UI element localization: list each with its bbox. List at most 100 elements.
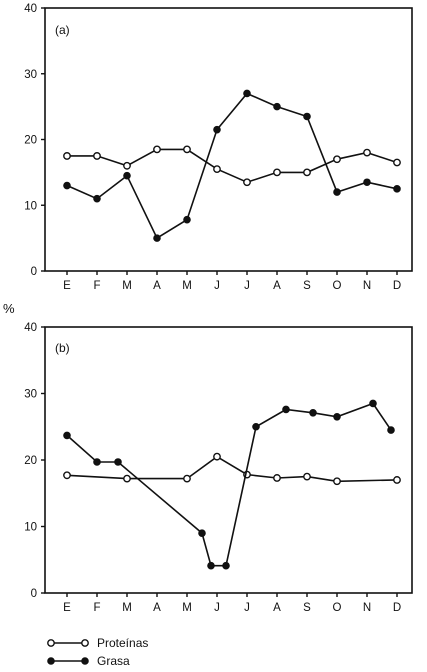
data-point-grasa bbox=[369, 399, 377, 408]
data-point-proteinas bbox=[153, 145, 161, 154]
data-point-grasa bbox=[333, 412, 341, 421]
legend-label-proteinas: Proteínas bbox=[97, 636, 148, 650]
data-point-proteinas bbox=[123, 161, 131, 170]
legend-item-proteinas: Proteínas bbox=[47, 636, 148, 650]
data-point-grasa bbox=[63, 431, 71, 440]
y-tick-label: 20 bbox=[24, 135, 37, 147]
data-point-grasa bbox=[213, 125, 221, 134]
x-tick-label: E bbox=[63, 602, 71, 614]
data-point-grasa bbox=[273, 102, 281, 111]
panel-b-label: (b) bbox=[55, 341, 70, 355]
x-tick-label: F bbox=[93, 602, 100, 614]
x-tick-label: A bbox=[153, 602, 161, 614]
panel-b-marks bbox=[63, 399, 401, 570]
x-tick-label: J bbox=[244, 280, 250, 292]
data-point-grasa bbox=[93, 194, 101, 203]
data-point-proteinas bbox=[243, 178, 251, 187]
x-tick-label: D bbox=[393, 602, 401, 614]
data-point-grasa bbox=[333, 188, 341, 196]
data-point-grasa bbox=[93, 458, 101, 466]
x-tick-label: A bbox=[153, 280, 161, 292]
data-point-grasa bbox=[303, 112, 311, 121]
data-point-proteinas bbox=[183, 474, 191, 483]
y-tick-label: 40 bbox=[24, 3, 37, 15]
data-point-proteinas bbox=[183, 145, 191, 154]
x-tick-label: M bbox=[182, 602, 192, 614]
x-tick-label: S bbox=[303, 602, 311, 614]
data-point-proteinas bbox=[393, 158, 401, 167]
data-point-grasa bbox=[198, 529, 206, 537]
y-tick-label: 0 bbox=[31, 266, 37, 278]
legend-marker-open-circle bbox=[81, 639, 89, 647]
data-point-proteinas bbox=[273, 474, 281, 482]
legend-marker-open-circle bbox=[47, 639, 55, 647]
y-tick-label: 0 bbox=[31, 588, 37, 600]
chart-panel-b: (b) 0 10 20 30 40 E F M A M J J A S O N D bbox=[24, 322, 413, 614]
legend-marker-filled-circle bbox=[81, 657, 89, 665]
x-tick-label: M bbox=[182, 280, 192, 292]
data-point-grasa bbox=[114, 458, 122, 466]
panel-a-marks bbox=[63, 89, 401, 242]
x-tick-label: M bbox=[122, 602, 132, 614]
panel-a-ticks: 0 10 20 30 40 E F M A M J J A S O N D bbox=[24, 3, 401, 292]
x-tick-label: J bbox=[244, 602, 250, 614]
panel-a-label: (a) bbox=[55, 23, 70, 37]
data-point-grasa bbox=[282, 405, 290, 414]
data-point-proteinas bbox=[213, 165, 221, 173]
chart-panel-a: (a) 0 10 20 30 40 E F M A M J J A S O N D bbox=[24, 3, 413, 292]
y-tick-label: 10 bbox=[24, 522, 37, 534]
data-point-grasa bbox=[123, 171, 131, 180]
data-point-proteinas bbox=[93, 152, 101, 160]
data-point-grasa bbox=[252, 422, 260, 431]
data-point-grasa bbox=[309, 408, 317, 417]
data-point-grasa bbox=[222, 561, 230, 570]
legend-label-grasa: Grasa bbox=[97, 654, 130, 668]
legend-item-grasa: Grasa bbox=[47, 654, 130, 668]
data-point-grasa bbox=[243, 89, 251, 98]
data-point-proteinas bbox=[123, 474, 131, 483]
data-point-proteinas bbox=[303, 472, 311, 481]
x-tick-label: O bbox=[333, 280, 342, 292]
data-point-grasa bbox=[207, 561, 215, 570]
y-tick-label: 30 bbox=[24, 69, 37, 81]
data-point-proteinas bbox=[303, 168, 311, 177]
data-point-grasa bbox=[393, 185, 401, 193]
chart-legend: Proteínas Grasa bbox=[47, 636, 148, 668]
data-point-grasa bbox=[363, 178, 371, 187]
data-point-proteinas bbox=[213, 452, 221, 461]
data-point-grasa bbox=[153, 234, 161, 242]
data-point-grasa bbox=[63, 181, 71, 190]
data-point-grasa bbox=[387, 426, 395, 434]
data-point-proteinas bbox=[63, 471, 71, 480]
x-tick-label: D bbox=[393, 280, 401, 292]
series-line-grasa bbox=[66, 402, 392, 567]
panel-b-ticks: 0 10 20 30 40 E F M A M J J A S O N D bbox=[24, 322, 401, 614]
y-unit-label: % bbox=[3, 301, 15, 316]
x-tick-label: A bbox=[273, 602, 281, 614]
x-tick-label: J bbox=[214, 602, 220, 614]
x-tick-label: N bbox=[363, 602, 371, 614]
legend-marker-filled-circle bbox=[47, 657, 55, 665]
data-point-proteinas bbox=[393, 476, 401, 484]
series-line-proteinas bbox=[67, 148, 398, 184]
x-tick-label: O bbox=[333, 602, 342, 614]
panel-a-frame bbox=[44, 7, 413, 272]
y-tick-label: 30 bbox=[24, 389, 37, 401]
series-line-grasa bbox=[66, 92, 398, 240]
y-tick-label: 20 bbox=[24, 455, 37, 467]
data-point-proteinas bbox=[63, 152, 71, 160]
data-point-grasa bbox=[183, 215, 191, 224]
data-point-proteinas bbox=[333, 477, 341, 486]
x-tick-label: A bbox=[273, 280, 281, 292]
x-tick-label: F bbox=[93, 280, 100, 292]
data-point-proteinas bbox=[333, 155, 341, 164]
x-tick-label: E bbox=[63, 280, 71, 292]
x-tick-label: S bbox=[303, 280, 311, 292]
x-tick-label: J bbox=[214, 280, 220, 292]
y-tick-label: 40 bbox=[24, 322, 37, 334]
y-tick-label: 10 bbox=[24, 200, 37, 212]
data-point-proteinas bbox=[363, 148, 371, 157]
data-point-proteinas bbox=[273, 168, 281, 177]
x-tick-label: M bbox=[122, 280, 132, 292]
